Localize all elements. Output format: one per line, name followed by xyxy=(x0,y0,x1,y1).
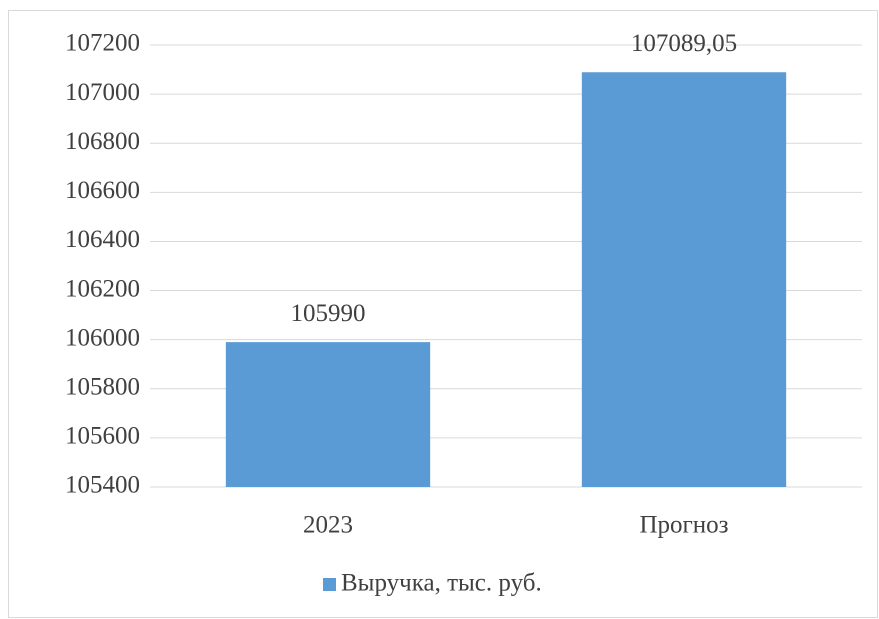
y-tick-label: 106000 xyxy=(65,324,140,351)
y-tick-label: 106800 xyxy=(65,128,140,155)
y-tick-label: 105800 xyxy=(65,374,140,401)
y-tick-label: 107200 xyxy=(65,30,140,57)
legend-swatch xyxy=(323,578,336,591)
y-tick-label: 106400 xyxy=(65,226,140,253)
bar xyxy=(581,72,787,488)
y-tick-label: 105400 xyxy=(65,472,140,499)
legend-label: Выручка, тыс. руб. xyxy=(341,570,542,597)
data-label: 107089,05 xyxy=(631,30,737,57)
bar xyxy=(225,342,431,487)
x-tick-label: Прогноз xyxy=(639,512,728,539)
y-tick-label: 107000 xyxy=(65,79,140,106)
data-label: 105990 xyxy=(291,300,366,327)
y-tick-label: 105600 xyxy=(65,423,140,450)
x-tick-label: 2023 xyxy=(303,512,353,539)
y-tick-label: 106600 xyxy=(65,177,140,204)
y-tick-label: 106200 xyxy=(65,275,140,302)
